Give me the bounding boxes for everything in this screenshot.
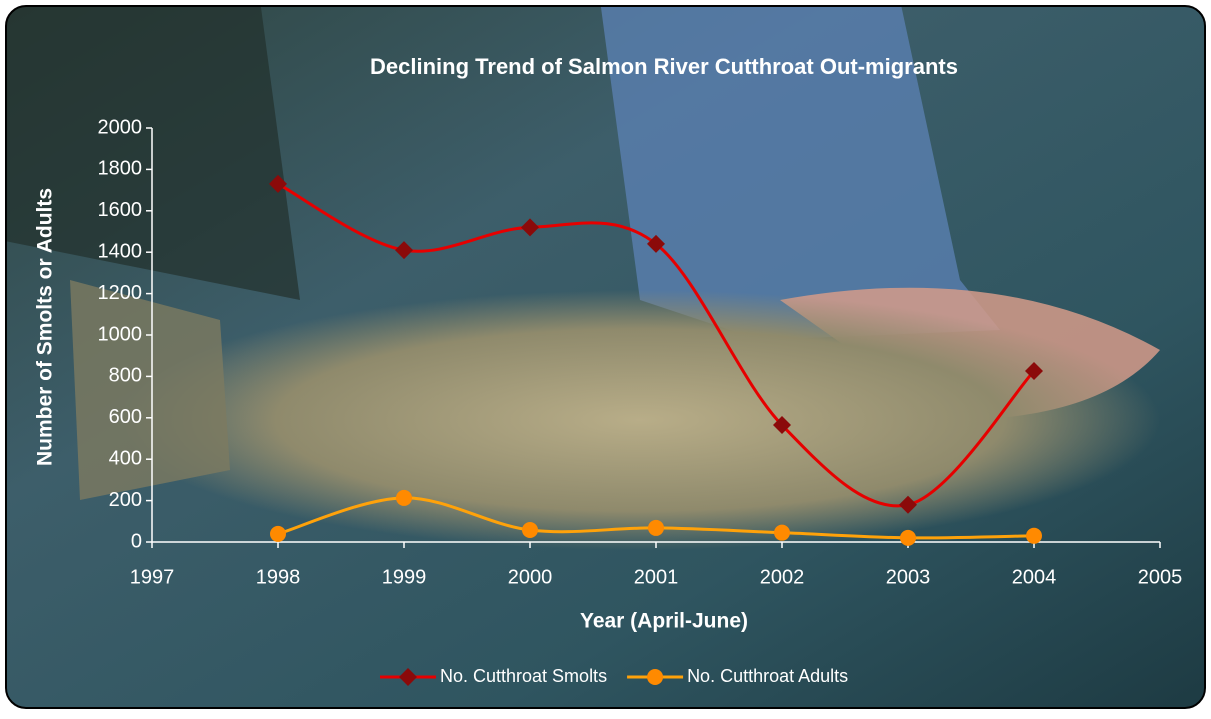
x-tick-label: 2000: [508, 566, 553, 588]
data-point: [1025, 362, 1043, 381]
x-tick-label: 1999: [382, 566, 427, 588]
legend-marker: [399, 668, 417, 686]
x-tick-label: 2004: [1012, 566, 1057, 588]
y-tick-label: 2000: [98, 116, 143, 138]
y-axis-label: Number of Smolts or Adults: [34, 188, 57, 466]
data-point: [647, 234, 665, 253]
legend-label: No. Cutthroat Smolts: [440, 666, 607, 686]
data-point: [899, 495, 917, 514]
y-tick-label: 400: [109, 447, 142, 469]
chart-title: Declining Trend of Salmon River Cutthroa…: [370, 54, 958, 79]
y-tick-label: 200: [109, 489, 142, 511]
data-point: [270, 525, 286, 542]
data-point: [774, 524, 790, 541]
y-tick-label: 1000: [98, 323, 143, 345]
chart-border: [5, 5, 1206, 709]
data-point: [521, 218, 539, 237]
x-tick-label: 2003: [886, 566, 931, 588]
y-tick-label: 1400: [98, 240, 143, 262]
data-point: [900, 529, 916, 546]
data-point: [773, 416, 791, 435]
data-point: [395, 241, 413, 260]
data-point: [1026, 527, 1042, 544]
legend-label: No. Cutthroat Adults: [687, 666, 848, 686]
x-tick-label: 1998: [256, 566, 301, 588]
y-tick-label: 600: [109, 406, 142, 428]
y-tick-label: 1800: [98, 158, 143, 180]
data-point: [648, 519, 664, 536]
x-tick-label: 2002: [760, 566, 805, 588]
x-axis-label: Year (April-June): [580, 610, 748, 633]
y-tick-label: 0: [131, 530, 142, 552]
x-tick-label: 2001: [634, 566, 679, 588]
data-point: [396, 489, 412, 506]
data-point: [269, 174, 287, 193]
x-tick-label: 1997: [130, 566, 175, 588]
x-tick-label: 2005: [1138, 566, 1183, 588]
data-point: [522, 521, 538, 538]
y-tick-label: 800: [109, 365, 142, 387]
y-tick-label: 1600: [98, 199, 143, 221]
legend-marker: [647, 669, 664, 685]
y-tick-label: 1200: [98, 282, 143, 304]
